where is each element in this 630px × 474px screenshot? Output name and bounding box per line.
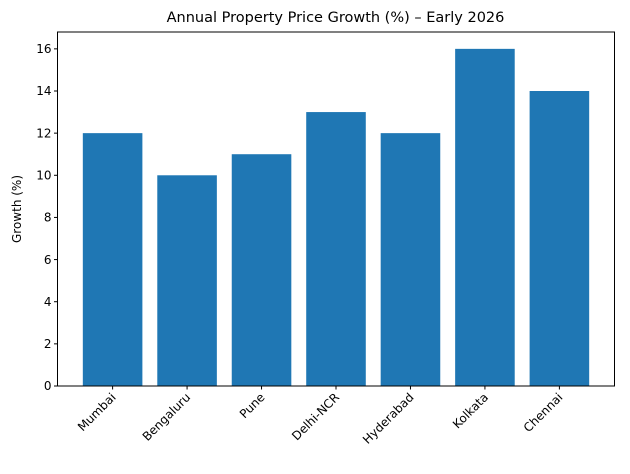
y-tick-label: 4 — [44, 295, 52, 309]
chart-title: Annual Property Price Growth (%) – Early… — [167, 10, 505, 26]
x-tick-label: Chennai — [521, 390, 566, 435]
bar-kolkata — [455, 48, 515, 386]
x-tick-label: Bengaluru — [140, 390, 194, 444]
y-tick-label: 6 — [44, 253, 52, 267]
bar-hyderabad — [380, 133, 441, 386]
bar-bengaluru — [157, 175, 217, 386]
x-tick-label: Pune — [237, 390, 268, 421]
bar-pune — [231, 154, 292, 386]
y-tick-label: 2 — [44, 337, 52, 351]
y-tick-label: 8 — [44, 211, 52, 225]
y-tick-label: 0 — [44, 379, 52, 393]
y-tick-label: 10 — [36, 168, 51, 182]
bar-chennai — [529, 91, 590, 386]
y-tick-label: 16 — [36, 42, 51, 56]
bar-delhi-ncr — [306, 112, 366, 387]
bar-mumbai — [82, 133, 143, 386]
x-tick-label: Mumbai — [75, 390, 119, 434]
y-axis-label: Growth (%) — [10, 175, 24, 243]
y-tick-label: 14 — [36, 84, 51, 98]
x-tick-label: Kolkata — [450, 390, 491, 431]
plot-frame — [57, 31, 615, 387]
y-tick-label: 12 — [36, 126, 51, 140]
x-tick-label: Hyderabad — [360, 390, 417, 447]
x-tick-label: Delhi-NCR — [289, 390, 342, 443]
